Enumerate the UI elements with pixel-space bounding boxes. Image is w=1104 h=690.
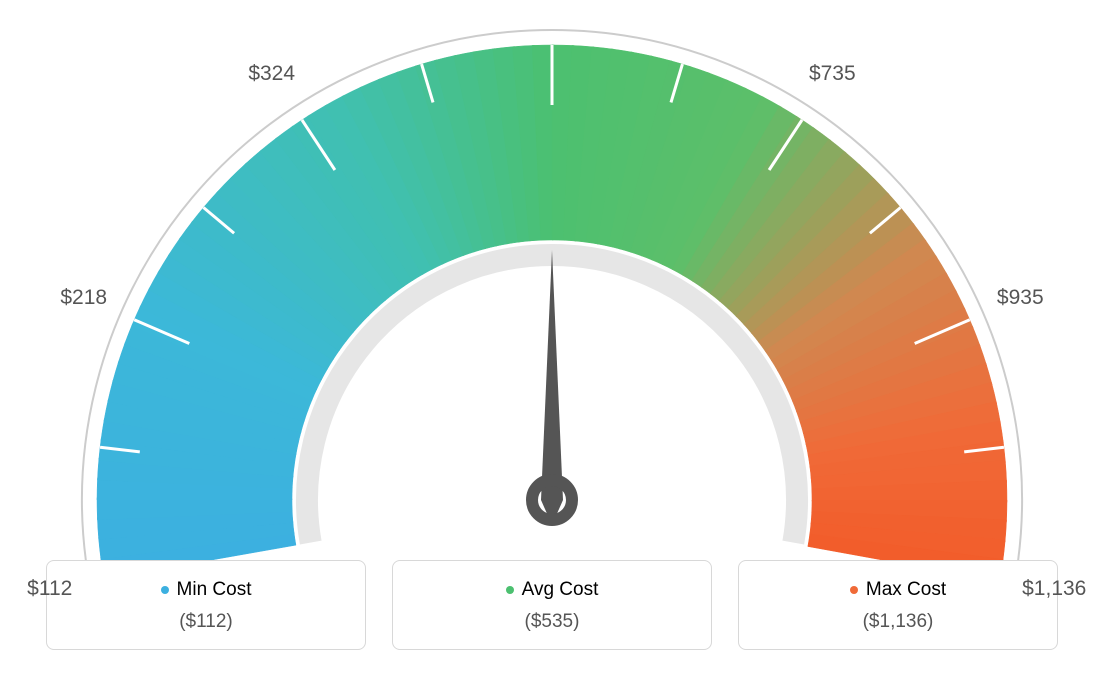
gauge-tick-label: $535 xyxy=(529,0,576,2)
gauge-tick-label: $1,136 xyxy=(1022,577,1086,601)
legend-row: Min Cost ($112) Avg Cost ($535) Max Cost… xyxy=(0,560,1104,650)
gauge-tick-label: $324 xyxy=(248,62,295,86)
gauge-svg xyxy=(0,0,1104,560)
gauge-container: $112$218$324$535$735$935$1,136 xyxy=(0,0,1104,540)
legend-value-min: ($112) xyxy=(57,611,355,633)
legend-dot-max xyxy=(850,586,858,594)
gauge-tick-label: $218 xyxy=(60,286,107,310)
gauge-tick-label: $735 xyxy=(809,62,856,86)
legend-dot-min xyxy=(161,586,169,594)
legend-card-min: Min Cost ($112) xyxy=(46,560,366,650)
legend-card-avg: Avg Cost ($535) xyxy=(392,560,712,650)
legend-title-min: Min Cost xyxy=(161,579,252,601)
legend-title-max: Max Cost xyxy=(850,579,946,601)
legend-dot-avg xyxy=(506,586,514,594)
legend-label-min: Min Cost xyxy=(177,579,252,601)
gauge-tick-label: $935 xyxy=(997,286,1044,310)
gauge-tick-label: $112 xyxy=(27,577,72,601)
legend-value-avg: ($535) xyxy=(403,611,701,633)
legend-title-avg: Avg Cost xyxy=(506,579,599,601)
legend-value-max: ($1,136) xyxy=(749,611,1047,633)
legend-label-max: Max Cost xyxy=(866,579,946,601)
legend-card-max: Max Cost ($1,136) xyxy=(738,560,1058,650)
legend-label-avg: Avg Cost xyxy=(522,579,599,601)
